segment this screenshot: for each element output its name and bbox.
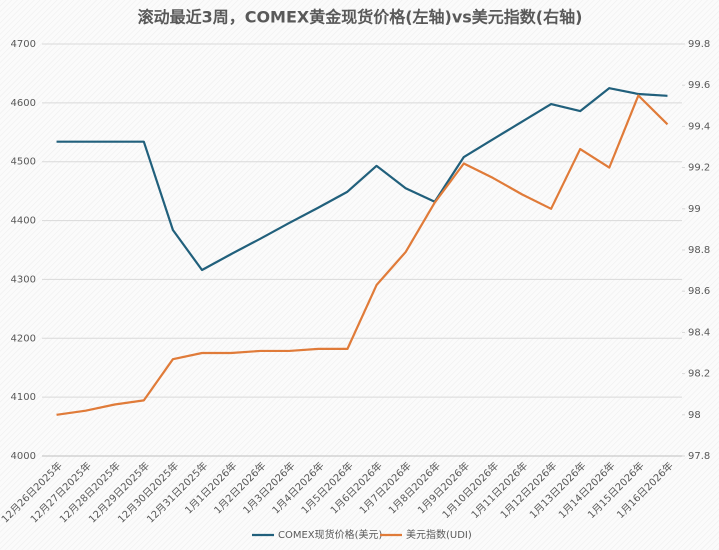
- y-tick-label: 4100: [11, 392, 36, 403]
- y-tick-label: 4300: [11, 274, 36, 285]
- y-tick-label: 4600: [11, 98, 36, 109]
- y2-tick-label: 99: [688, 204, 701, 215]
- chart-title: 滚动最近3周，COMEX黄金现货价格(左轴)vs美元指数(右轴): [138, 8, 583, 27]
- y-tick-label: 4700: [11, 39, 36, 50]
- legend-label: COMEX现货价格(美元): [278, 528, 383, 541]
- y2-tick-label: 99.8: [688, 39, 710, 50]
- series-line: [56, 94, 669, 416]
- y2-tick-label: 98: [688, 410, 701, 421]
- y-tick-label: 4000: [11, 451, 36, 462]
- y-tick-label: 4500: [11, 157, 36, 168]
- y-tick-label: 4200: [11, 333, 36, 344]
- series-line: [56, 87, 668, 272]
- y2-tick-label: 98.2: [688, 369, 710, 380]
- y2-tick-label: 97.8: [688, 451, 710, 462]
- legend-label: 美元指数(UDI): [406, 528, 472, 541]
- y2-tick-label: 99.6: [688, 80, 710, 91]
- y2-tick-label: 98.6: [688, 286, 710, 297]
- y2-tick-label: 99.4: [688, 121, 710, 132]
- y-tick-label: 4400: [11, 216, 36, 227]
- y2-tick-label: 99.2: [688, 163, 710, 174]
- y2-tick-label: 98.8: [688, 245, 710, 256]
- y2-tick-label: 98.4: [688, 327, 710, 338]
